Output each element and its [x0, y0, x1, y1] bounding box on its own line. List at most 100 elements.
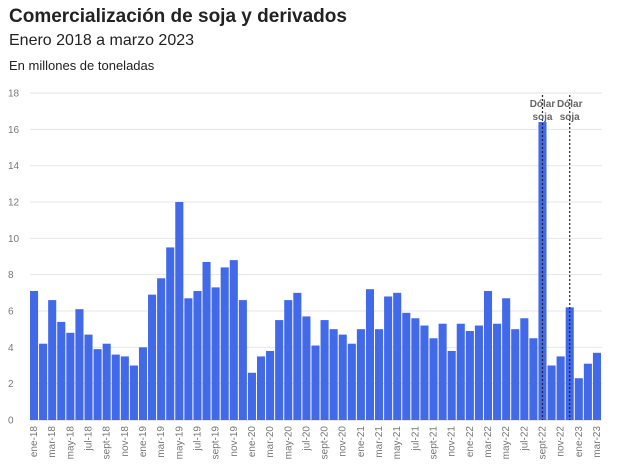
y-tick-label: 4: [8, 343, 14, 354]
bar-ago-22: [529, 338, 538, 420]
bar-may-22: [502, 298, 511, 420]
bar-mar-18: [48, 300, 57, 420]
bar-feb-23: [583, 363, 592, 420]
bar-oct-22: [547, 365, 556, 420]
bar-ene-23: [574, 378, 583, 420]
x-tick-label: mar-22: [483, 426, 494, 458]
bar-mar-20: [266, 350, 275, 420]
annotation-label-2-line2: soja: [560, 112, 580, 123]
x-tick-label: may-19: [174, 426, 185, 460]
annotation-label-1-line1: Dólar: [530, 99, 556, 110]
x-tick-label: nov-20: [338, 426, 349, 457]
bar-abr-19: [166, 247, 175, 420]
x-tick-label: ene-20: [247, 426, 258, 458]
x-tick-label: mar-23: [592, 426, 603, 458]
bar-abr-21: [384, 296, 393, 420]
y-tick-label: 18: [8, 89, 20, 100]
x-tick-label: mar-20: [265, 426, 276, 458]
bar-nov-20: [338, 334, 347, 420]
bar-ago-18: [93, 349, 102, 420]
bar-sept-18: [102, 343, 111, 420]
bar-may-18: [66, 332, 75, 420]
bar-ene-21: [356, 329, 365, 420]
x-tick-label: sept-21: [429, 426, 440, 460]
x-tick-label: jul-18: [84, 426, 95, 452]
bar-dic-18: [129, 365, 138, 420]
y-tick-label: 16: [8, 125, 20, 136]
bar-oct-21: [438, 323, 447, 420]
bar-jun-19: [184, 298, 193, 420]
x-tick-label: jul-20: [301, 426, 312, 452]
bar-ago-20: [311, 345, 320, 420]
x-tick-label: ene-22: [465, 426, 476, 458]
bar-jun-20: [293, 292, 302, 420]
bar-jul-18: [84, 334, 93, 420]
y-tick-label: 12: [8, 198, 20, 209]
bar-may-19: [175, 202, 184, 420]
annotation-label-1-line2: soja: [532, 112, 552, 123]
chart-subtitle: Enero 2018 a marzo 2023: [9, 32, 195, 49]
bar-dic-21: [456, 323, 465, 420]
bar-dic-20: [347, 343, 356, 420]
bar-jun-22: [511, 329, 520, 420]
x-axis-ticks: ene-18 mar-18 may-18 jul-18 sept-18 nov-18 ene…: [29, 426, 603, 460]
x-tick-label: mar-19: [156, 426, 167, 458]
bar-jun-21: [402, 312, 411, 420]
x-tick-label: sept-22: [537, 426, 548, 460]
x-tick-label: nov-18: [120, 426, 131, 457]
x-tick-label: nov-21: [447, 426, 458, 457]
x-tick-label: ene-21: [356, 426, 367, 458]
x-tick-label: ene-23: [574, 426, 585, 458]
y-tick-label: 6: [8, 307, 14, 318]
bar-nov-22: [556, 356, 565, 420]
x-tick-label: may-22: [501, 426, 512, 460]
bar-jul-21: [411, 318, 420, 420]
bar-abr-22: [493, 323, 502, 420]
bar-abr-18: [57, 321, 66, 420]
bar-mar-22: [483, 291, 493, 420]
x-tick-label: jul-19: [192, 426, 203, 452]
x-tick-label: sept-18: [102, 426, 113, 460]
bar-sept-19: [211, 287, 220, 420]
bar-mar-23: [592, 352, 601, 420]
bar-ene-22: [465, 330, 474, 420]
bar-oct-18: [111, 354, 120, 420]
bar-nov-21: [447, 350, 456, 420]
bar-oct-19: [220, 267, 229, 420]
bar-sept-20: [320, 320, 329, 420]
x-tick-label: sept-19: [211, 426, 222, 460]
bar-may-20: [284, 300, 293, 420]
bar-feb-18: [39, 343, 48, 420]
bar-jul-22: [520, 318, 529, 420]
bar-dic-19: [238, 300, 247, 420]
x-tick-label: nov-22: [556, 426, 567, 457]
x-tick-label: ene-18: [29, 426, 40, 458]
bar-feb-22: [474, 325, 483, 420]
y-tick-label: 2: [8, 379, 14, 390]
x-tick-label: may-18: [65, 426, 76, 460]
y-axis-unit-label: En millones de toneladas: [9, 58, 155, 73]
bar-mar-19: [157, 278, 166, 420]
x-tick-label: may-20: [283, 426, 294, 460]
bar-jul-19: [193, 291, 202, 420]
y-tick-label: 8: [8, 270, 14, 281]
bar-ene-20: [247, 372, 256, 420]
bar-ago-19: [202, 261, 211, 420]
y-axis-ticks: 0 2 4 6 8 10 12 14 16 18: [8, 89, 20, 427]
bar-feb-20: [256, 356, 266, 420]
bar-feb-21: [365, 289, 375, 420]
x-tick-label: jul-22: [519, 426, 530, 452]
y-tick-label: 0: [8, 416, 14, 427]
bar-sept-21: [429, 338, 438, 420]
x-tick-label: ene-19: [138, 426, 149, 458]
bar-ene-19: [138, 347, 148, 420]
bar-abr-20: [275, 320, 284, 420]
x-tick-label: nov-19: [229, 426, 240, 457]
bar-feb-19: [148, 294, 157, 420]
bars: [30, 122, 601, 421]
x-tick-label: sept-20: [320, 426, 331, 460]
x-tick-label: mar-21: [374, 426, 385, 458]
bar-may-21: [393, 292, 402, 420]
x-tick-label: may-21: [392, 426, 403, 460]
